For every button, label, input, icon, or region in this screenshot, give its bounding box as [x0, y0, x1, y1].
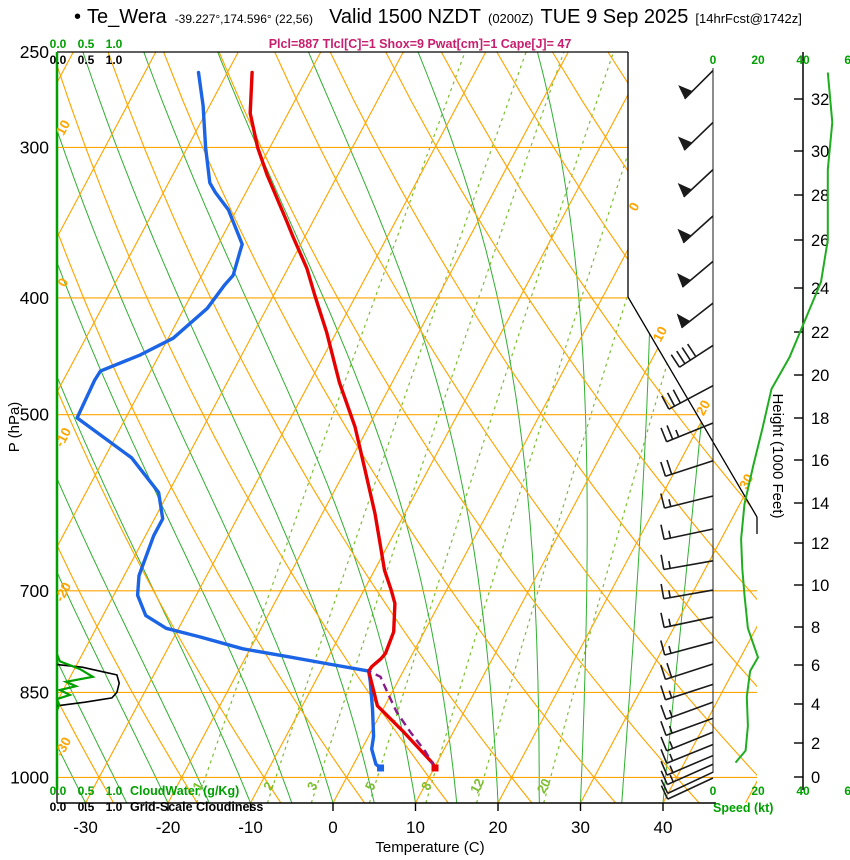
- speed-scale-bottom-40: 40: [796, 784, 810, 798]
- temp-tick-label: 40: [654, 818, 673, 837]
- pressure-axis-label: P (hPa): [6, 401, 23, 453]
- temp-tick-label: 0: [328, 818, 337, 837]
- valid-date: TUE 9 Sep 2025: [540, 6, 689, 28]
- pressure-tick-label: 1000: [10, 767, 49, 787]
- cloudiness-scale-bottom-1: 1.0: [105, 800, 123, 814]
- height-tick-label: 8: [811, 619, 820, 637]
- moist-adiabats: [57, 52, 733, 803]
- pressure-tick-label: 400: [20, 288, 49, 308]
- station-coordinates: -39.227°,174.596° (22,56): [174, 12, 314, 26]
- mixing-ratio-label: 20: [534, 776, 554, 796]
- pressure-tick-label: 700: [20, 581, 49, 601]
- isotherm-label-left: 10: [53, 118, 73, 138]
- isotherm-label-left: -30: [52, 735, 74, 759]
- speed-scale-top-0: 0: [709, 53, 717, 67]
- speed-scale-bottom-20: 20: [751, 784, 765, 798]
- temp-tick-label: 20: [489, 818, 508, 837]
- height-tick-label: 14: [811, 495, 829, 513]
- cloudwater-scale-bottom-1: 1.0: [105, 784, 123, 798]
- cloud-profiles: [55, 653, 121, 711]
- temp-tick-label: -10: [238, 818, 263, 837]
- zulu-time: (0200Z): [487, 11, 534, 26]
- height-tick-label: 4: [811, 696, 820, 714]
- speed-scale-top-40: 40: [796, 53, 810, 67]
- wind-speed-profile: [734, 72, 834, 764]
- surface-temperature-marker: [431, 764, 439, 772]
- temp-tick-label: -30: [73, 818, 98, 837]
- height-tick-label: 0: [811, 769, 820, 787]
- temperature-axis-label: Temperature (C): [375, 839, 485, 856]
- surface-dewpoint-marker: [377, 764, 385, 772]
- height-tick-label: 26: [811, 232, 829, 250]
- cloudwater-scale-top-1: 1.0: [105, 37, 123, 51]
- cloudwater-axis-label: CloudWater (g/Kg): [130, 784, 240, 798]
- height-tick-label: 12: [811, 535, 829, 553]
- temp-tick-label: -20: [156, 818, 181, 837]
- cloudiness-scale-top-0: 0.0: [49, 53, 67, 67]
- cloudwater-scale-bottom-05: 0.5: [77, 784, 95, 798]
- cloud-water-profile: [55, 653, 96, 711]
- parcel-path: [368, 670, 437, 769]
- wind-barbs: [660, 69, 714, 800]
- height-tick-label: 30: [811, 143, 829, 161]
- cloudwater-scale-top-05: 0.5: [77, 37, 95, 51]
- skewt-gridlines: [57, 52, 757, 803]
- isotherms: [57, 52, 757, 803]
- pressure-tick-label: 850: [20, 682, 49, 702]
- height-tick-label: 6: [811, 657, 820, 675]
- pressure-tick-label: 500: [20, 405, 49, 425]
- speed-scale-top-20: 20: [751, 53, 765, 67]
- station-bullet-icon: •: [74, 6, 82, 28]
- temp-tick-label: 10: [406, 818, 425, 837]
- cloudiness-axis-label: Grid-Scale Cloudiness: [130, 800, 264, 814]
- height-tick-label: 32: [811, 91, 829, 109]
- chart-title: • Te_Wera -39.227°,174.596° (22,56) Valid 1…: [74, 6, 802, 29]
- stability-indices-line: Plcl=887 Tlcl[C]=1 Shox=9 Pwat[cm]=1 Cap…: [268, 37, 572, 51]
- valid-time: Valid 1500 NZDT: [329, 6, 481, 28]
- sounding-profiles: [75, 70, 439, 772]
- isotherm-label-right: 30: [736, 471, 756, 491]
- height-tick-label: 10: [811, 577, 829, 595]
- isotherm-label-left: -10: [52, 425, 74, 449]
- height-tick-label: 28: [811, 187, 829, 205]
- isotherm-label-right: 20: [693, 398, 713, 418]
- cloudiness-scale-bottom-05: 0.5: [77, 800, 95, 814]
- cloudwater-scale-bottom-0: 0.0: [49, 784, 67, 798]
- axis-ticks-and-labels: -30 -20 -10 0 10 20 30 402503004005007008501000…: [10, 42, 829, 837]
- cloudwater-scale-top-0: 0.0: [49, 37, 67, 51]
- forecast-run-info: [14hrFcst@1742z]: [695, 11, 802, 26]
- mixing-ratio-lines: [195, 52, 757, 803]
- isobars: [57, 146, 757, 779]
- cloudiness-scale-top-1: 1.0: [105, 53, 123, 67]
- pressure-tick-label: 250: [20, 42, 49, 62]
- speed-axis-label: Speed (kt): [713, 801, 774, 815]
- speed-scale-bottom-0: 0: [709, 784, 717, 798]
- height-axis-label: Height (1000 Feet): [769, 393, 786, 519]
- height-tick-label: 2: [811, 735, 820, 753]
- mixing-ratio-label: 12: [467, 776, 487, 796]
- station-name: Te_Wera: [87, 6, 167, 28]
- grid-scale-cloudiness-outline: [56, 663, 121, 707]
- pressure-tick-label: 300: [20, 137, 49, 157]
- height-tick-label: 16: [811, 452, 829, 470]
- height-tick-label: 18: [811, 410, 829, 428]
- isotherm-label-left: -20: [52, 580, 74, 604]
- plot-frame: [55, 51, 804, 804]
- speed-scale-bottom-60: 60: [844, 784, 850, 798]
- speed-scale-top-60: 60: [844, 53, 850, 67]
- cloudiness-scale-top-05: 0.5: [77, 53, 95, 67]
- isotherm-label-right: 10: [650, 324, 670, 344]
- height-tick-label: 20: [811, 367, 829, 385]
- height-tick-label: 22: [811, 324, 829, 342]
- temp-tick-label: 30: [571, 818, 590, 837]
- cloudiness-scale-bottom-0: 0.0: [49, 800, 67, 814]
